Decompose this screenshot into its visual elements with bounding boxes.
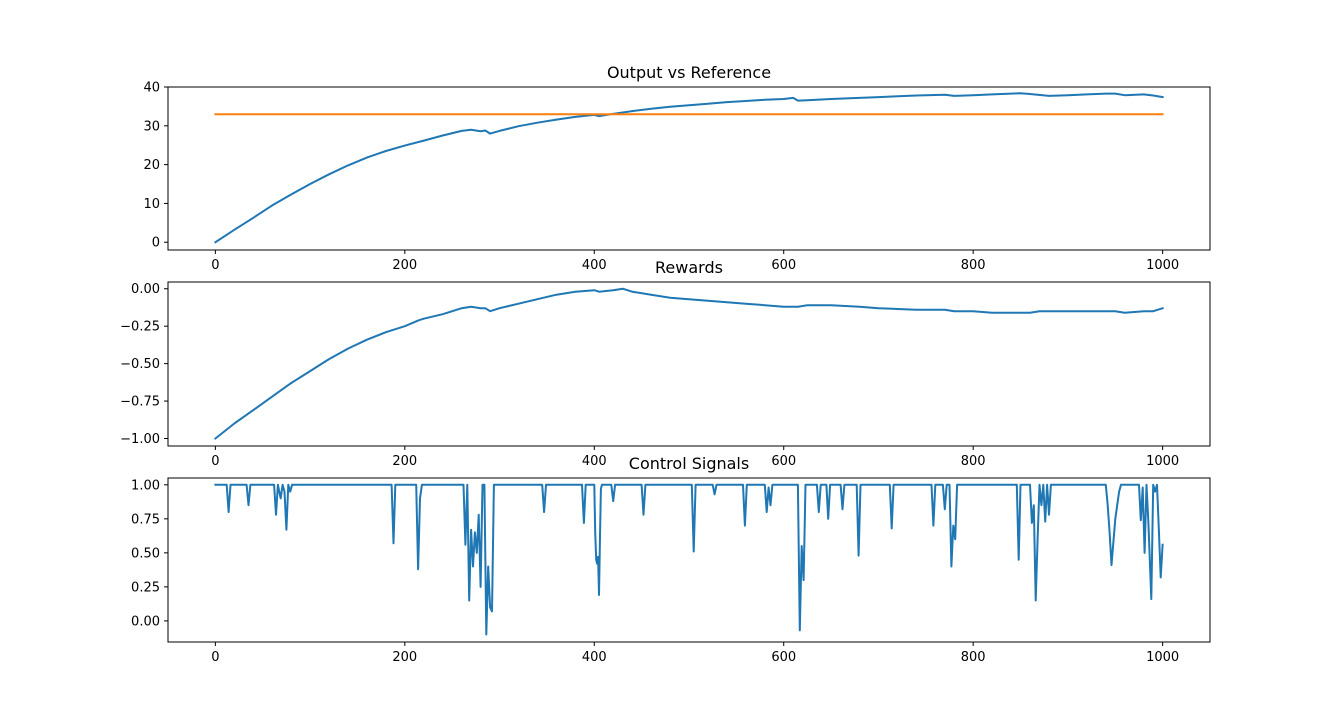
y-tick-label: 0.00 (131, 614, 160, 629)
y-tick-label: −0.75 (120, 395, 160, 410)
subplot-2: 0 200 400 600 800 1000 0.00 −0.25 −0.50 −0.75 −1.0… (120, 258, 1211, 469)
x-tick-label: 600 (771, 454, 796, 469)
chart-title: Output vs Reference (607, 63, 771, 82)
series-line-1 (214, 483, 1164, 636)
y-tick-label: 40 (143, 81, 160, 96)
y-tick-label: −1.00 (120, 432, 160, 447)
x-tick-label: 600 (771, 258, 796, 273)
y-tick-label: 1.00 (131, 478, 160, 493)
x-tick-label: 800 (961, 650, 986, 665)
x-tick-label: 400 (582, 258, 607, 273)
x-tick-label: 0 (211, 650, 219, 665)
x-tick-label: 200 (392, 454, 417, 469)
subplot-1: 0 200 400 600 800 1000 0 10 20 30 40 Output vs Refe… (143, 63, 1211, 273)
x-tick-label: 1000 (1146, 454, 1179, 469)
x-tick-label: 0 (211, 258, 219, 273)
x-tick-label: 200 (392, 650, 417, 665)
x-tick-label: 800 (961, 258, 986, 273)
y-tick-label: 30 (143, 119, 160, 134)
subplot-3: 0 200 400 600 800 1000 0.00 0.25 0.50 0.75 1.00 Con… (131, 454, 1211, 665)
x-tick-label: 400 (582, 650, 607, 665)
x-tick-label: 1000 (1146, 258, 1179, 273)
y-tick-label: 0.50 (131, 546, 160, 561)
series-line-1 (213, 287, 1164, 440)
x-tick-label: 200 (392, 258, 417, 273)
x-tick-label: 600 (771, 650, 796, 665)
axes-frame (167, 477, 1211, 643)
x-tick-label: 800 (961, 454, 986, 469)
y-tick-label: 20 (143, 158, 160, 173)
chart-title: Control Signals (629, 454, 749, 473)
y-tick-label: −0.50 (120, 357, 160, 372)
series-line-1 (214, 92, 1164, 244)
x-tick-label: 0 (211, 454, 219, 469)
y-tick-label: 0.75 (131, 512, 160, 527)
y-tick-label: 0.25 (131, 580, 160, 595)
axes-frame (167, 86, 1211, 251)
x-tick-label: 1000 (1146, 650, 1179, 665)
x-tick-label: 400 (582, 454, 607, 469)
y-tick-label: −0.25 (120, 320, 160, 335)
y-tick-label: 0.00 (131, 282, 160, 297)
y-tick-label: 0 (152, 236, 160, 251)
chart-title: Rewards (655, 258, 723, 277)
y-tick-label: 10 (143, 197, 160, 212)
